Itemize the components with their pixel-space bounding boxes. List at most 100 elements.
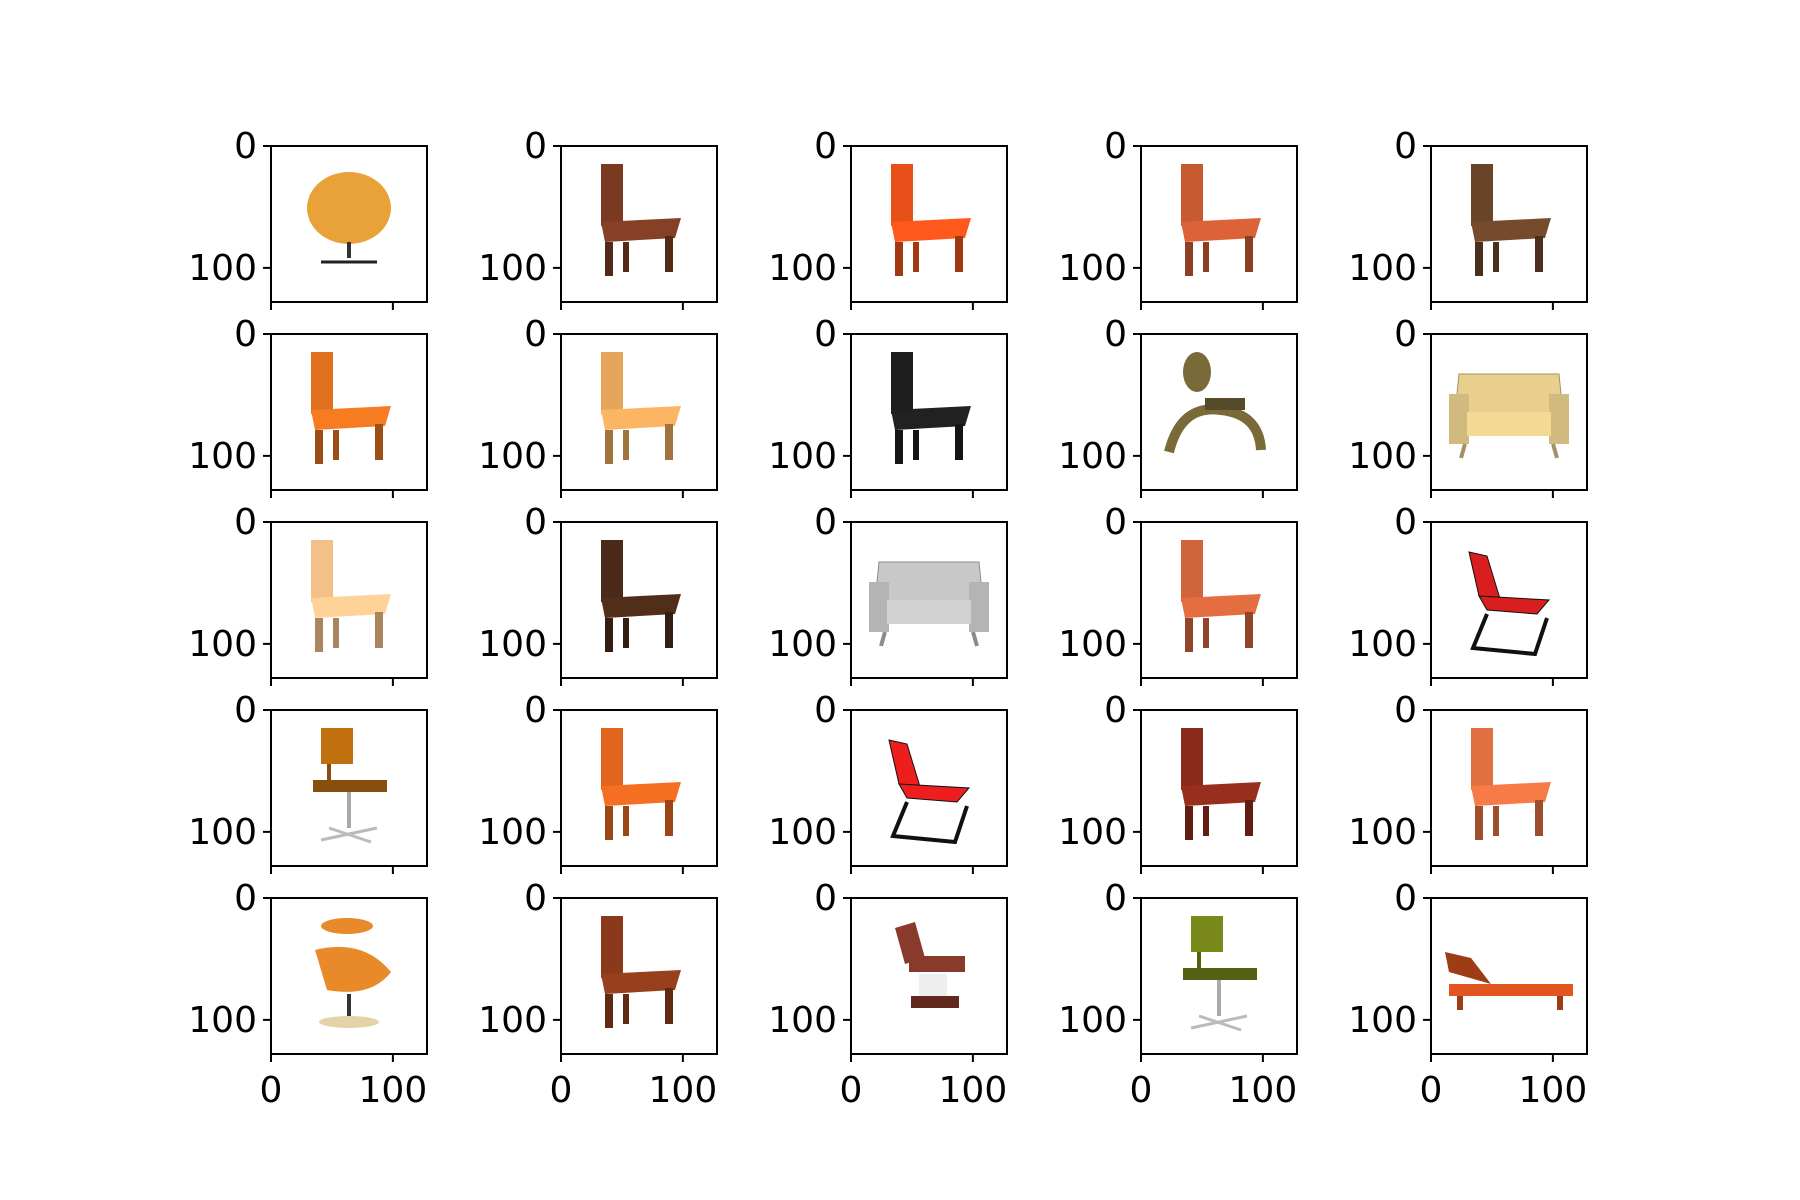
y-tick-label: 0	[524, 690, 547, 731]
y-tick-label: 100	[1348, 624, 1417, 665]
y-tick-label: 100	[1348, 248, 1417, 289]
y-tick-label: 100	[1058, 248, 1127, 289]
y-tick-label: 100	[188, 1000, 257, 1041]
axes-frame	[1430, 521, 1588, 679]
egg-swivel-chair-icon	[307, 172, 391, 264]
axes-frame	[1140, 145, 1298, 303]
subplot-axes: 0 100	[478, 314, 718, 498]
y-tick-label: 100	[768, 1000, 837, 1041]
axes-frame	[560, 897, 718, 1055]
y-tick-label: 100	[768, 624, 837, 665]
y-tick-label: 100	[1348, 812, 1417, 853]
axes-frame	[850, 145, 1008, 303]
spindle-leg-chair-icon	[1471, 728, 1551, 840]
y-tick-label: 100	[1058, 624, 1127, 665]
y-tick-label: 0	[234, 502, 257, 543]
subplot-axes: 0 100	[768, 314, 1008, 498]
subplot-axes: 0 100	[188, 502, 428, 686]
subplot-axes: 0 100	[1058, 690, 1298, 874]
y-tick-label: 100	[1058, 812, 1127, 853]
x-tick-label: 0	[1130, 1070, 1153, 1111]
white-frame-black-seat-chair-icon	[891, 352, 971, 464]
subplot-axes: 0 100	[768, 502, 1008, 686]
y-tick-label: 100	[768, 812, 837, 853]
axes-frame	[850, 897, 1008, 1055]
subplot-axes: 0 100	[1348, 314, 1588, 498]
y-tick-label: 100	[478, 624, 547, 665]
y-tick-label: 0	[814, 502, 837, 543]
orange-side-chair-icon	[891, 164, 971, 276]
ladderback-wood-chair-icon	[1181, 164, 1261, 276]
y-tick-label: 100	[1058, 436, 1127, 477]
subplot-axes: 0 100	[1058, 126, 1298, 310]
x-tick-label: 0	[840, 1070, 863, 1111]
ergonomic-lounge-chair-icon	[315, 918, 391, 1028]
y-tick-label: 0	[1394, 126, 1417, 167]
barber-chair-icon	[895, 922, 965, 1008]
x-tick-label: 0	[1420, 1070, 1443, 1111]
axes-frame	[1430, 709, 1588, 867]
subplot-axes: 0 100	[478, 502, 718, 686]
axes-frame	[850, 521, 1008, 679]
y-tick-label: 100	[1348, 1000, 1417, 1041]
cantilever-wood-chair-icon	[601, 164, 681, 276]
axes-frame	[1430, 897, 1588, 1055]
ladderback-wood-chair-icon	[1181, 540, 1261, 652]
orange-arched-chair-icon	[601, 728, 681, 840]
x-tick-label: 100	[359, 1070, 428, 1111]
y-tick-label: 100	[1058, 1000, 1127, 1041]
axes-frame	[270, 145, 428, 303]
subplot-axes: 0 100	[768, 690, 1008, 874]
axes-frame	[270, 521, 428, 679]
subplot-axes: 0 100	[1058, 502, 1298, 686]
subplot-axes: 0 100	[1348, 502, 1588, 686]
y-tick-label: 0	[1394, 502, 1417, 543]
y-tick-label: 100	[478, 248, 547, 289]
axes-frame	[270, 333, 428, 491]
x-tick-label: 100	[1229, 1070, 1298, 1111]
y-tick-label: 100	[478, 1000, 547, 1041]
office-swivel-chair-icon	[313, 728, 387, 844]
peach-slat-back-chair-icon	[311, 540, 391, 652]
y-tick-label: 0	[814, 314, 837, 355]
blue-back-wood-chair-icon	[1471, 164, 1551, 276]
y-tick-label: 0	[1104, 126, 1127, 167]
y-tick-label: 100	[768, 248, 837, 289]
x-tick-label: 100	[649, 1070, 718, 1111]
axes-frame	[1140, 897, 1298, 1055]
y-tick-label: 100	[188, 436, 257, 477]
y-tick-label: 0	[814, 690, 837, 731]
x-tick-label: 0	[260, 1070, 283, 1111]
subplot-axes: 0 100	[188, 126, 428, 310]
subplot-axes: 0 100	[1348, 690, 1588, 874]
orange-wood-armchair-icon	[311, 352, 391, 464]
y-tick-label: 100	[768, 436, 837, 477]
subplot-axes: 0 100	[1348, 126, 1588, 310]
dark-wood-metal-leg-chair-icon	[601, 540, 681, 652]
axes-frame	[1430, 333, 1588, 491]
axes-frame	[1140, 521, 1298, 679]
subplot-axes: 0 100	[768, 126, 1008, 310]
axes-frame	[850, 333, 1008, 491]
y-tick-label: 0	[524, 314, 547, 355]
axes-frame	[560, 709, 718, 867]
cream-upholstered-armchair-icon	[1449, 373, 1569, 459]
pine-box-chair-icon	[601, 352, 681, 464]
subplot-axes: 0 100	[478, 690, 718, 874]
x-tick-label: 100	[1519, 1070, 1588, 1111]
y-tick-label: 0	[1104, 690, 1127, 731]
olive-sculptural-chair-icon	[1164, 352, 1266, 454]
y-tick-label: 100	[188, 812, 257, 853]
axes-frame	[850, 709, 1008, 867]
y-tick-label: 0	[234, 878, 257, 919]
y-tick-label: 0	[524, 126, 547, 167]
y-tick-label: 0	[814, 878, 837, 919]
y-tick-label: 0	[814, 126, 837, 167]
x-tick-label: 0	[550, 1070, 573, 1111]
y-tick-label: 0	[1394, 878, 1417, 919]
axes-frame	[1140, 333, 1298, 491]
